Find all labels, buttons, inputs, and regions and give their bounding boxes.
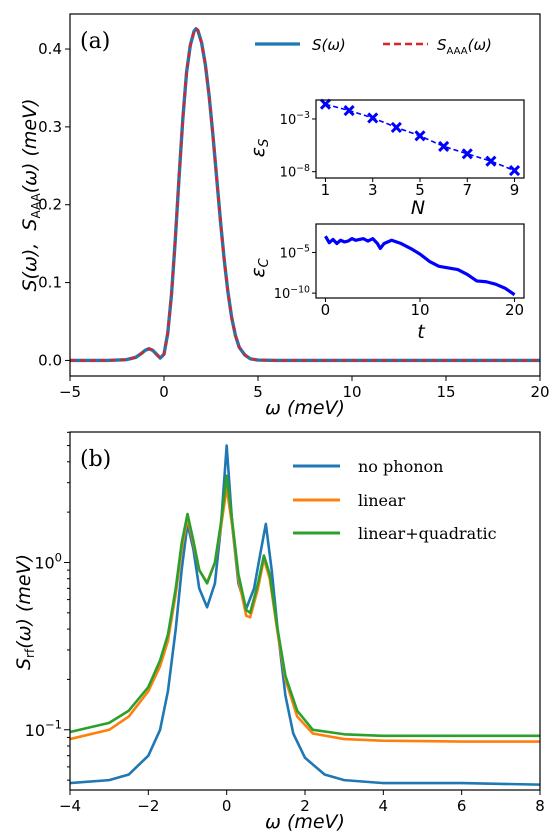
inset-upper-xlabel: N (411, 197, 425, 219)
inset-upper-marker (390, 121, 402, 133)
panel-a-xtick-label: 10 (342, 383, 361, 401)
inset-upper-marker (461, 148, 473, 160)
panel-b-ylabel: Srf(ω) (meV) (13, 554, 37, 670)
inset-upper-marker (508, 165, 521, 177)
panel-a-label: (a) (80, 29, 110, 54)
inset-upper-marker (438, 140, 450, 152)
legend-label-linear: linear (358, 491, 406, 510)
panel-a-ticks: −5 0 5 10 15 200.00.10.20.30.4 (38, 40, 549, 401)
panel-b-xlabel: ω (meV) (265, 811, 345, 833)
panel-a-ytick-label: 0.1 (38, 274, 62, 292)
panel-b-xtick-label: 6 (457, 797, 467, 815)
inset-upper-xtick-label: 7 (462, 181, 472, 199)
inset-lower-ylabel: εC (247, 257, 272, 277)
panel-b-xtick-label: 8 (535, 797, 545, 815)
panel-b: −4 −2 0 2 4 6 8 10−1 100 (b) no phonon linear li… (13, 431, 545, 833)
panel-a-xlabel: ω (meV) (265, 397, 345, 419)
legend-label-saaa: SAAA(ω) (437, 36, 492, 57)
panel-b-xtick-label: 0 (222, 797, 232, 815)
panel-a-xtick-label: 5 (253, 383, 263, 401)
panel-b-xtick-label: −2 (137, 797, 159, 815)
panel-a: −5 0 5 10 15 200.00.10.20.30.4 (a) S(ω) SAAA(… (19, 13, 550, 419)
inset-lower-xtick-label: 0 (321, 301, 331, 319)
inset-upper-ylabel: εS (247, 139, 272, 158)
series-saaa-line (70, 27, 540, 362)
inset-upper: 1 3 5 7 9 10−3 10−8 N εS (247, 98, 525, 219)
panel-b-ticks: −4 −2 0 2 4 6 8 10−1 100 (25, 431, 545, 815)
panel-a-xtick-label: 20 (530, 383, 549, 401)
panel-b-ytick-label: 100 (34, 550, 62, 572)
panel-a-series (70, 27, 540, 363)
panel-a-ytick-label: 0.4 (38, 40, 62, 58)
inset-lower-series (324, 235, 516, 297)
inset-lower-xtick-label: 10 (410, 301, 429, 319)
inset-upper-marker (485, 155, 497, 167)
inset-upper-xtick-label: 1 (321, 181, 331, 199)
inset-upper-xtick-label: 5 (415, 181, 425, 199)
legend-label-linear-quadratic: linear+quadratic (358, 524, 497, 543)
inset-upper-ytick-label: 10−8 (280, 163, 310, 181)
inset-upper-marker (319, 98, 332, 110)
inset-upper-xtick-label: 9 (510, 181, 520, 199)
panel-a-ytick-label: 0.2 (38, 196, 62, 214)
panel-b-label: (b) (80, 447, 111, 472)
panel-b-series (69, 444, 541, 786)
series-no-phonon-line (69, 444, 541, 786)
panel-b-xtick-label: 2 (300, 797, 310, 815)
inset-lower-ticks: 0 10 20 10−5 10−10 (274, 244, 524, 319)
panel-a-legend: S(ω) SAAA(ω) (255, 36, 492, 57)
inset-upper-marker (414, 130, 426, 142)
panel-b-legend: no phonon linear linear+quadratic (293, 457, 497, 543)
inset-lower: 0 10 20 10−5 10−10 t εC (247, 223, 525, 343)
inset-upper-series (319, 98, 521, 177)
inset-upper-frame (315, 99, 525, 179)
inset-upper-xtick-label: 3 (368, 181, 378, 199)
legend-label-s: S(ω) (312, 36, 346, 54)
series-linear-quadratic-line (69, 474, 540, 738)
panel-a-xtick-label: 15 (436, 383, 455, 401)
inset-lower-ytick-label: 10−5 (280, 244, 310, 262)
inset-lower-frame (315, 223, 525, 299)
panel-b-xtick-label: −4 (59, 797, 81, 815)
inset-lower-ytick-label: 10−10 (274, 284, 310, 302)
inset-upper-marker (343, 104, 355, 117)
inset-lower-xlabel: t (417, 321, 426, 343)
panel-a-xtick-label: −5 (59, 383, 81, 401)
panel-a-xtick-label: 0 (159, 383, 169, 401)
inset-upper-ytick-label: 10−3 (280, 110, 310, 128)
panel-b-xtick-label: 4 (379, 797, 389, 815)
panel-a-ylabel: S(ω), SAAA(ω) (meV) (19, 98, 43, 291)
inset-upper-marker (367, 112, 379, 124)
inset-upper-ticks: 1 3 5 7 9 10−3 10−8 (280, 110, 520, 199)
inset-lower-line (324, 235, 516, 297)
panel-a-ytick-label: 0.3 (38, 118, 62, 136)
panel-b-frame (69, 431, 541, 791)
panel-a-frame (69, 13, 541, 377)
panel-a-ytick-label: 0.0 (38, 351, 62, 369)
inset-lower-xtick-label: 20 (505, 301, 524, 319)
legend-label-no-phonon: no phonon (358, 457, 443, 476)
panel-b-ytick-label: 10−1 (25, 718, 62, 740)
